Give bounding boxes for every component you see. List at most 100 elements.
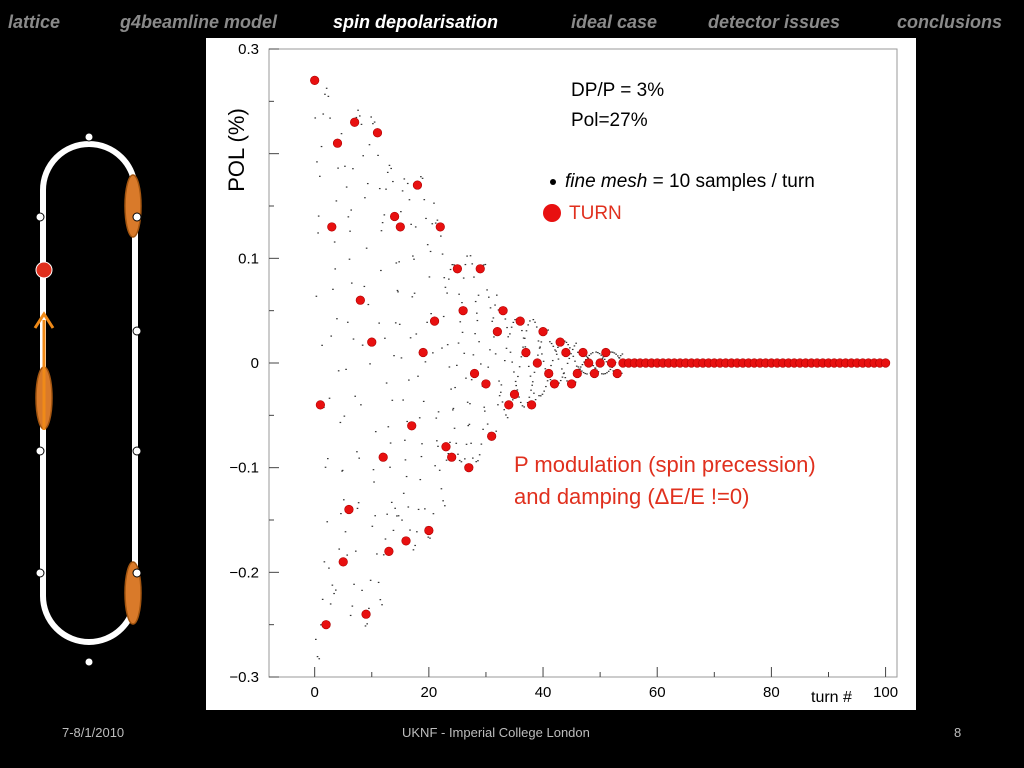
nav-item-g4beamline-model[interactable]: g4beamline model [120, 12, 278, 32]
fine-mesh-dot [434, 222, 437, 224]
fine-mesh-dot [376, 553, 378, 555]
fine-mesh-dot [522, 346, 524, 348]
fine-mesh-dot [384, 337, 386, 339]
fine-mesh-dot [469, 255, 472, 257]
fine-mesh-dot [472, 354, 475, 356]
fine-mesh-dot [318, 658, 321, 660]
fine-mesh-dot [340, 133, 343, 135]
nav-item-lattice[interactable]: lattice [8, 12, 61, 32]
fine-mesh-dot [489, 349, 491, 351]
fine-mesh-dot [505, 414, 507, 416]
fine-mesh-dot [370, 116, 372, 118]
fine-mesh-dot [404, 439, 406, 441]
fine-mesh-dot [423, 199, 426, 201]
y-tick-label: 0.3 [238, 41, 259, 58]
fine-mesh-dot [469, 403, 471, 405]
fine-mesh-dot [440, 488, 443, 490]
fine-mesh-dot [447, 453, 450, 455]
fine-mesh-dot [383, 214, 386, 216]
fine-mesh-dot [532, 318, 535, 321]
fine-mesh-dot [516, 389, 519, 391]
fine-mesh-dot [420, 455, 423, 458]
fine-mesh-dot [367, 303, 370, 306]
fine-mesh-dot [519, 401, 522, 404]
x-tick-label: 0 [311, 684, 319, 701]
fine-mesh-dot [386, 171, 389, 173]
fine-mesh-dot [534, 321, 536, 323]
fine-mesh-dot [374, 515, 376, 517]
fine-mesh-dot [442, 315, 445, 318]
fine-mesh-dot [444, 505, 446, 507]
x-tick-label: 80 [763, 684, 780, 701]
fine-mesh-dot [518, 366, 521, 368]
fine-mesh-dot [544, 368, 547, 370]
legend-fine-mesh-dot [550, 178, 556, 185]
fine-mesh-dot [546, 380, 549, 382]
fine-mesh-dot [397, 291, 399, 293]
fine-mesh-dot [429, 250, 432, 253]
fine-mesh-dot [355, 116, 358, 119]
fine-mesh-dot [364, 197, 366, 199]
y-tick-label: 0 [251, 355, 259, 372]
nav-item-spin-depolarisation[interactable]: spin depolarisation [333, 12, 499, 32]
fine-mesh-dot [421, 177, 424, 179]
legend-fine-mesh: fine mesh = 10 samples / turn [550, 171, 815, 193]
legend-turn: TURN [543, 203, 622, 225]
fine-mesh-dot [524, 346, 527, 348]
fine-mesh-dot [478, 454, 481, 456]
fine-mesh-dot [324, 466, 327, 468]
fine-mesh-dot [575, 342, 577, 344]
fine-mesh-dot [412, 549, 415, 551]
turn-markers [310, 75, 891, 630]
fine-mesh-dot [417, 375, 419, 377]
plot-panel: 0 20 40 60 80 100 −0.3 −0.2 −0.1 0 0.1 0.3 POL (%) … [206, 38, 916, 710]
fine-mesh-dot [400, 357, 403, 359]
turn-point [378, 452, 388, 462]
fine-mesh-dot [598, 353, 601, 355]
fine-mesh-dot [427, 536, 430, 538]
fine-mesh-dot [437, 411, 440, 413]
fine-mesh-dot [527, 365, 530, 368]
pol-annotation: Pol=27% [571, 110, 648, 131]
fine-mesh-dot [537, 340, 540, 342]
fine-mesh-dot [611, 351, 614, 353]
fine-mesh-dot [341, 470, 343, 472]
fine-mesh-dot [547, 329, 549, 331]
nav-item-conclusions[interactable]: conclusions [897, 12, 1003, 32]
dp-annotation: DP/P = 3% [571, 80, 665, 101]
fine-mesh-dot [573, 345, 576, 347]
fine-mesh-dot [428, 276, 431, 278]
footer-institution: UKNF - Imperial College London [402, 725, 590, 740]
fine-mesh-dot [321, 598, 324, 600]
footer-date: 7-8/1/2010 [62, 725, 125, 740]
fine-mesh-dot [549, 379, 552, 381]
fine-mesh-dot [477, 294, 480, 296]
turn-point [327, 222, 337, 232]
turn-point [544, 368, 554, 379]
turn-point [344, 504, 354, 515]
y-tick-label: −0.3 [229, 669, 259, 686]
fine-mesh-dot [436, 219, 439, 221]
fine-mesh-dot [564, 377, 567, 379]
fine-mesh-dot [393, 355, 395, 357]
detector-marker [35, 261, 53, 279]
fine-mesh-dot [581, 370, 583, 372]
fine-mesh-dot [600, 354, 603, 356]
fine-mesh-dot [441, 347, 443, 349]
nav-item-detector-issues[interactable]: detector issues [708, 12, 841, 32]
fine-mesh-dot [413, 258, 415, 260]
fine-mesh-dot [539, 346, 541, 348]
nav-item-ideal-case[interactable]: ideal case [571, 12, 658, 32]
turn-point [572, 368, 582, 379]
fine-mesh-dot [528, 396, 531, 398]
fine-mesh-dot [617, 355, 619, 357]
fine-mesh-dot [344, 165, 346, 167]
fine-mesh-dot [563, 372, 565, 374]
fine-mesh-dot [495, 294, 498, 296]
fine-mesh-dot [325, 87, 328, 89]
fine-mesh-dot [501, 401, 504, 403]
fine-mesh-dot [498, 380, 500, 382]
fine-mesh-dot [377, 581, 380, 584]
fine-mesh-dot [408, 379, 410, 381]
fine-mesh-dot [416, 531, 418, 533]
